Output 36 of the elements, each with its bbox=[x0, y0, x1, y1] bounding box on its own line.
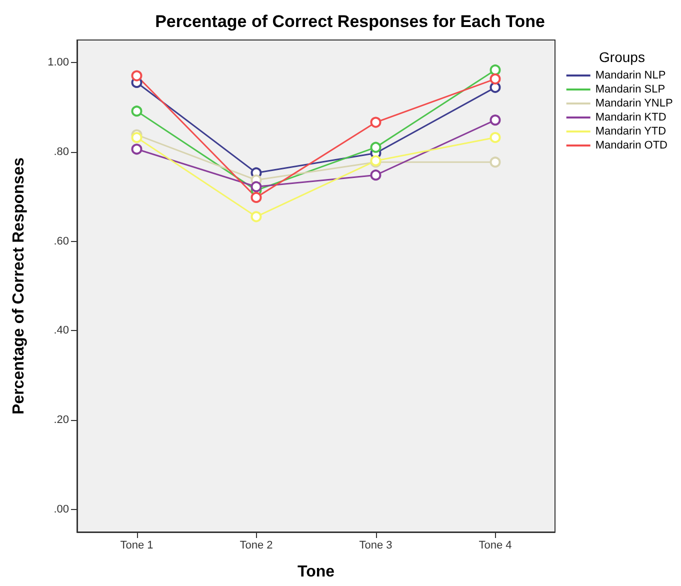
point bbox=[131, 132, 142, 144]
y-tick-label: .80 bbox=[54, 146, 69, 158]
chart-title: Percentage of Correct Responses for Each Tone bbox=[155, 12, 545, 31]
point bbox=[370, 116, 382, 128]
point bbox=[370, 142, 382, 153]
point bbox=[370, 170, 382, 181]
x-tick-label: Tone 3 bbox=[359, 540, 392, 552]
legend-label: Mandarin YTD bbox=[595, 126, 666, 138]
y-tick-label: 1.00 bbox=[48, 56, 69, 68]
x-tick-label: Tone 1 bbox=[120, 540, 154, 552]
point bbox=[131, 144, 142, 155]
point bbox=[250, 181, 262, 192]
point bbox=[250, 211, 262, 222]
legend-label: Mandarin KTD bbox=[595, 112, 666, 124]
y-tick-label: .00 bbox=[54, 504, 69, 516]
legend-label: Mandarin NLP bbox=[595, 70, 666, 82]
x-tick-label: Tone 4 bbox=[478, 540, 512, 552]
y-tick-label: .60 bbox=[54, 235, 69, 248]
legend-label: Mandarin YNLP bbox=[595, 98, 673, 110]
point bbox=[490, 132, 501, 144]
point bbox=[131, 106, 142, 117]
legend-title: Groups bbox=[599, 49, 645, 65]
y-tick-label: .40 bbox=[54, 324, 69, 337]
x-tick-label: Tone 2 bbox=[240, 540, 273, 552]
point bbox=[490, 64, 501, 76]
point bbox=[490, 114, 501, 126]
legend-label: Mandarin SLP bbox=[595, 84, 666, 96]
x-axis-title: Tone bbox=[297, 564, 335, 580]
point bbox=[490, 73, 501, 84]
y-axis-title: Percentage of Correct Responses bbox=[10, 157, 28, 414]
y-tick-label: .20 bbox=[54, 414, 69, 426]
point bbox=[490, 82, 501, 93]
point bbox=[131, 70, 142, 82]
point bbox=[250, 192, 262, 203]
legend-label: Mandarin OTD bbox=[595, 140, 668, 152]
point bbox=[490, 156, 501, 168]
